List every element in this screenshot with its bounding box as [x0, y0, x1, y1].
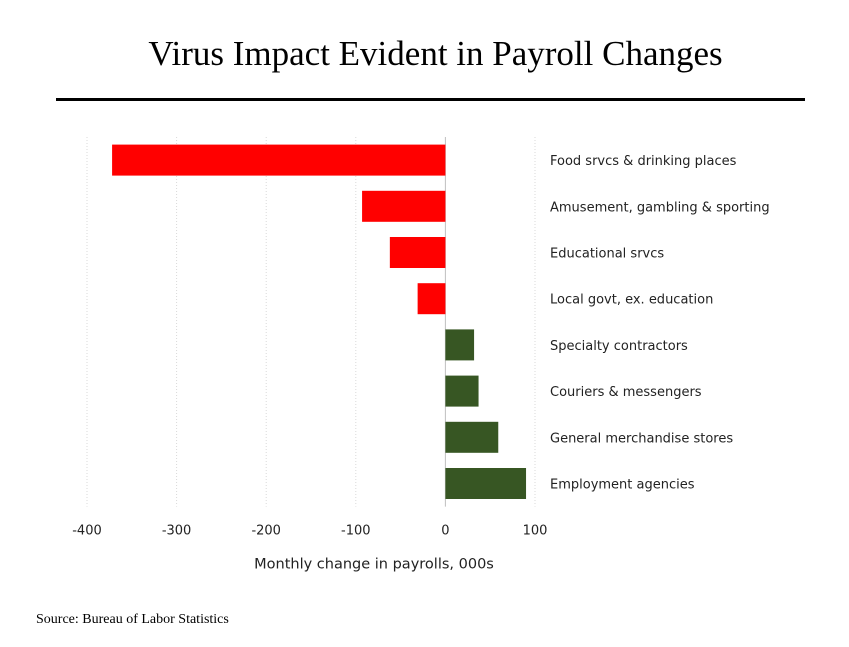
- x-tick-label: -100: [341, 524, 371, 539]
- x-axis-label: Monthly change in payrolls, 000s: [254, 557, 494, 573]
- title-rule: [56, 98, 805, 101]
- category-labels: Food srvcs & drinking places Amusement, g…: [550, 154, 770, 492]
- bar: [417, 283, 446, 315]
- category-label: Food srvcs & drinking places: [550, 154, 737, 169]
- x-tick-labels: -400 -300 -200 -100 0 100: [72, 524, 547, 539]
- category-label: General merchandise stores: [550, 431, 733, 446]
- bar: [445, 468, 527, 499]
- bar: [445, 375, 479, 407]
- x-tick-label: -300: [162, 524, 192, 539]
- category-label: Specialty contractors: [550, 339, 688, 354]
- bar: [389, 237, 446, 268]
- bar: [445, 329, 475, 361]
- bar-chart: -400 -300 -200 -100 0 100 Food srvcs & drinki…: [72, 137, 770, 573]
- category-label: Local govt, ex. education: [550, 293, 713, 308]
- source-note: Source: Bureau of Labor Statistics: [36, 612, 229, 627]
- bar: [112, 144, 446, 176]
- category-label: Couriers & messengers: [550, 385, 702, 400]
- category-label: Amusement, gambling & sporting: [550, 200, 770, 215]
- x-tick-label: -400: [72, 524, 102, 539]
- x-tick-label: 0: [441, 524, 449, 539]
- category-label: Employment agencies: [550, 478, 695, 493]
- x-tick-label: 100: [523, 524, 548, 539]
- bar: [362, 190, 446, 222]
- category-label: Educational srvcs: [550, 247, 664, 262]
- bar: [445, 421, 499, 453]
- x-tick-label: -200: [251, 524, 281, 539]
- chart-title: Virus Impact Evident in Payroll Changes: [148, 34, 723, 73]
- bars: [112, 144, 527, 499]
